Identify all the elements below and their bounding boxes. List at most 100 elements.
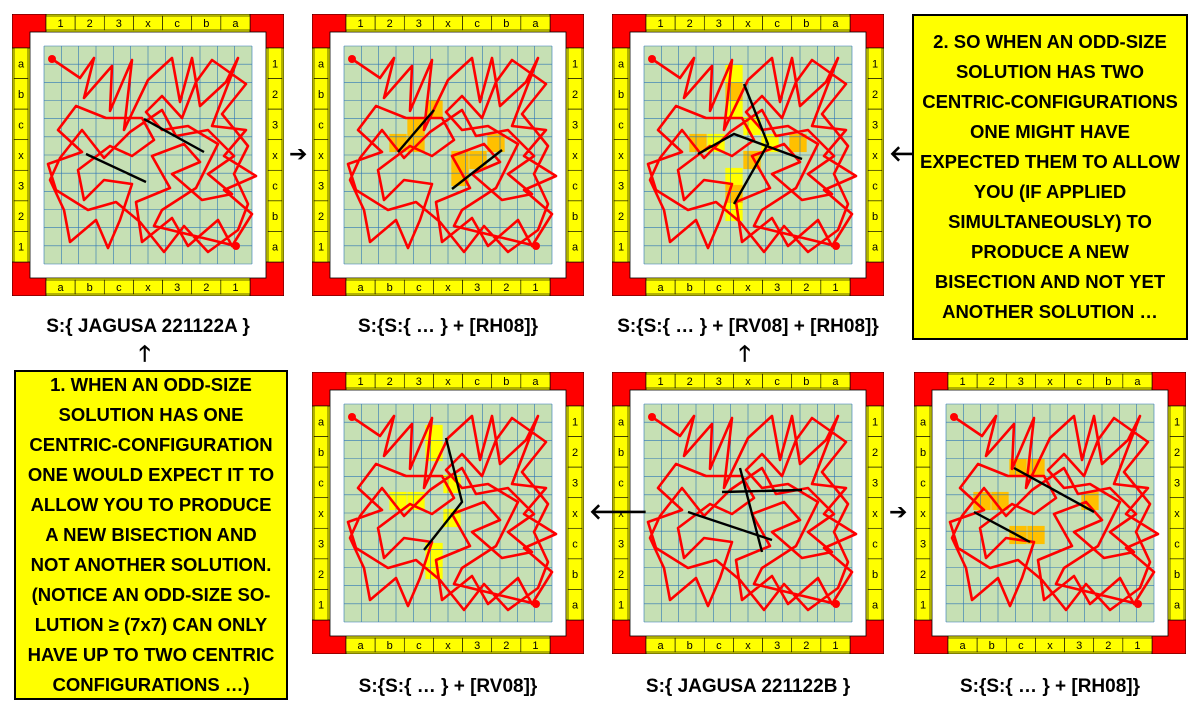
tour-start-dot — [648, 55, 656, 63]
highlight-cell — [991, 491, 1009, 511]
left-label: 2 — [18, 211, 24, 223]
top-label: b — [803, 18, 809, 30]
label-cell — [1169, 589, 1185, 621]
top-label: 3 — [1018, 376, 1024, 388]
left-label: a — [318, 58, 325, 70]
bottom-label: 2 — [1105, 640, 1111, 652]
highlight-cell — [487, 133, 505, 153]
bisection-line — [143, 117, 205, 154]
left-label: 3 — [318, 181, 324, 193]
left-label: 3 — [318, 539, 324, 551]
left-label: x — [920, 508, 926, 520]
bottom-label: c — [716, 640, 722, 652]
arrow-right-icon: ➔ — [289, 142, 308, 167]
bottom-label: b — [687, 282, 693, 294]
tour-start-dot — [648, 413, 656, 421]
top-label: x — [445, 376, 451, 388]
bottom-label: 2 — [803, 282, 809, 294]
left-label: c — [18, 119, 24, 131]
board-svg: 1 2 3 x c b a a b c x 3 2 1 a b c x 3 2 1 1 2 3 x c b a — [12, 14, 284, 296]
top-label: x — [445, 18, 451, 30]
arrow-up-icon: 🡑 — [139, 342, 151, 367]
bottom-label: b — [989, 640, 995, 652]
board-panel-f: 1 2 3 x c b a a b c x 3 2 1 a b c x 3 2 1 1 2 3 x c b a — [914, 372, 1186, 654]
top-label: c — [474, 18, 480, 30]
top-label: b — [1105, 376, 1111, 388]
tour-start-dot — [348, 55, 356, 63]
top-label: x — [745, 18, 751, 30]
bottom-label: c — [416, 640, 422, 652]
label-cell — [520, 373, 551, 389]
tour-end-dot — [832, 242, 840, 250]
right-label: x — [572, 150, 578, 162]
bottom-label: x — [745, 282, 751, 294]
bottom-label: 1 — [532, 282, 538, 294]
bisection-line — [397, 109, 435, 153]
highlight-cell — [451, 167, 469, 187]
top-label: a — [1134, 376, 1141, 388]
label-cell — [567, 589, 583, 621]
top-label: 2 — [687, 18, 693, 30]
right-label: x — [872, 150, 878, 162]
board-panel-e: 1 2 3 x c b a a b c x 3 2 1 a b c x 3 2 1 1 2 3 x c b a — [612, 372, 884, 654]
left-label: 1 — [318, 600, 324, 612]
highlight-cell — [1081, 491, 1099, 511]
right-label: x — [572, 508, 578, 520]
top-label: x — [1047, 376, 1053, 388]
bottom-label: b — [87, 282, 93, 294]
board-panel-d: 1 2 3 x c b a a b c x 3 2 1 a b c x 3 2 1 1 2 3 x c b a — [312, 372, 584, 654]
right-label: 2 — [872, 447, 878, 459]
left-label: 2 — [318, 211, 324, 223]
tour-path — [948, 414, 1160, 612]
right-label: 3 — [872, 477, 878, 489]
right-label: 2 — [272, 89, 278, 101]
right-label: 1 — [572, 416, 578, 428]
caption-c: S:{S:{ … } + [RV08] + [RH08]} — [617, 316, 879, 337]
bottom-label: c — [416, 282, 422, 294]
right-label: c — [872, 181, 878, 193]
left-label: a — [18, 58, 25, 70]
bisection-line — [973, 510, 1031, 544]
top-label: 2 — [387, 18, 393, 30]
top-label: b — [803, 376, 809, 388]
label-cell — [313, 231, 329, 263]
right-label: 2 — [572, 89, 578, 101]
board-svg: 1 2 3 x c b a a b c x 3 2 1 a b c x 3 2 1 1 2 3 x c b a — [312, 372, 584, 654]
bottom-label: 3 — [1076, 640, 1082, 652]
bisection-line — [451, 149, 503, 190]
right-label: 3 — [872, 119, 878, 131]
bottom-label: a — [960, 640, 967, 652]
top-label: b — [203, 18, 209, 30]
top-label: c — [774, 18, 780, 30]
left-label: c — [318, 119, 324, 131]
right-label: a — [872, 600, 879, 612]
bottom-label: 1 — [532, 640, 538, 652]
bottom-label: 3 — [474, 640, 480, 652]
bottom-label: 3 — [474, 282, 480, 294]
left-label: x — [318, 508, 324, 520]
bisection-line — [423, 437, 464, 551]
label-cell — [520, 15, 551, 31]
top-label: a — [832, 376, 839, 388]
top-label: c — [474, 376, 480, 388]
board-panel-c: 1 2 3 x c b a a b c x 3 2 1 a b c x 3 2 1 1 2 3 x c b a — [612, 14, 884, 296]
highlight-cell — [689, 133, 707, 153]
bisection-line — [1013, 466, 1095, 514]
left-label: 3 — [920, 539, 926, 551]
right-label: x — [872, 508, 878, 520]
right-label: c — [1174, 539, 1180, 551]
corner-block — [914, 372, 949, 407]
right-label: 2 — [1174, 447, 1180, 459]
left-label: 1 — [18, 242, 24, 254]
highlight-cell — [407, 116, 425, 136]
board-svg: 1 2 3 x c b a a b c x 3 2 1 a b c x 3 2 1 1 2 3 x c b a — [612, 372, 884, 654]
top-label: 2 — [687, 376, 693, 388]
top-label: a — [832, 18, 839, 30]
left-label: 1 — [618, 600, 624, 612]
top-label: 2 — [87, 18, 93, 30]
top-label: c — [174, 18, 180, 30]
label-cell — [867, 589, 883, 621]
bottom-label: 1 — [232, 282, 238, 294]
left-label: 3 — [618, 181, 624, 193]
tour-start-dot — [348, 413, 356, 421]
